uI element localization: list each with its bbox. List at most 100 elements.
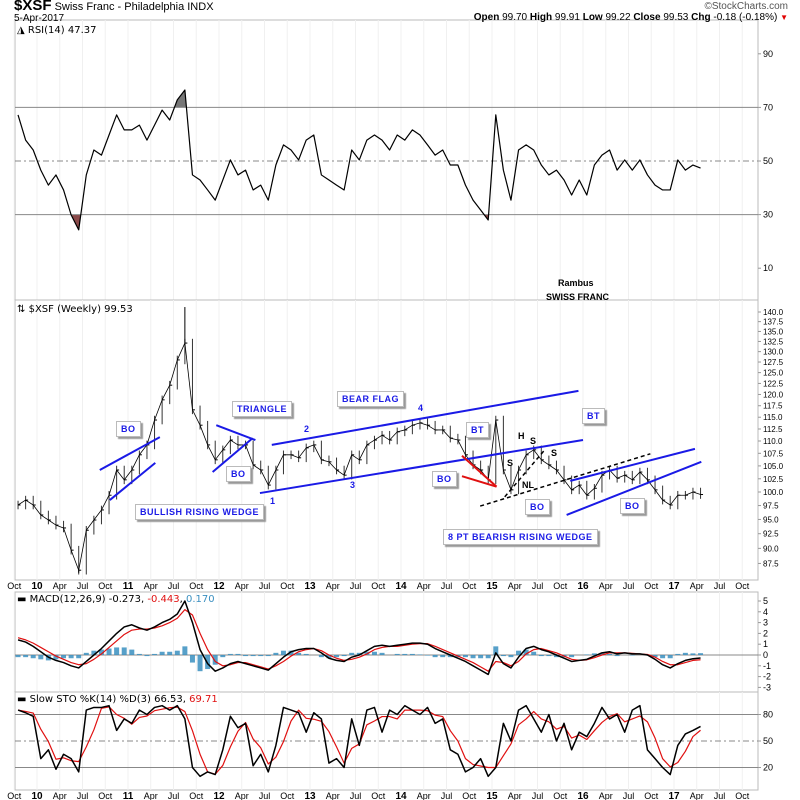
y-tick-label: 90 xyxy=(763,49,773,59)
price-line xyxy=(17,342,701,571)
macd-histogram-bar xyxy=(478,655,484,659)
y-tick-label: 5 xyxy=(763,596,768,606)
y-tick-label: 50 xyxy=(763,156,773,166)
macd-histogram-bar xyxy=(258,655,264,657)
x-tick-label: Oct xyxy=(553,581,568,591)
macd-histogram-bar xyxy=(136,653,142,655)
x-tick-label: Oct xyxy=(371,791,386,800)
sto-line-swatch-icon: ▬ xyxy=(17,694,27,705)
subject-label: SWISS FRANC xyxy=(546,292,609,302)
x-tick-label: 13 xyxy=(304,581,316,592)
rsi-panel-frame xyxy=(14,19,759,301)
x-tick-label: 10 xyxy=(31,791,43,800)
x-tick-label: 16 xyxy=(577,791,589,800)
y-tick-label: 117.5 xyxy=(763,402,783,411)
annotation-bullish-wedge: BULLISH RISING WEDGE xyxy=(135,504,265,520)
sto-legend-name: Slow STO %K(14) %D(3) xyxy=(29,694,151,705)
trendline xyxy=(461,455,498,488)
x-tick-label: Apr xyxy=(599,791,613,800)
macd-histogram-bar xyxy=(76,655,82,659)
macd-panel-frame xyxy=(14,591,759,693)
price-legend: ⇅ $XSF (Weekly) 99.53 xyxy=(17,304,133,316)
annotation-bear-flag: BEAR FLAG xyxy=(337,391,404,407)
sto-k-line xyxy=(17,704,701,778)
macd-histogram-bar xyxy=(280,650,286,655)
rsi-line xyxy=(17,89,701,231)
y-tick-label: 70 xyxy=(763,102,773,112)
x-tick-label: Jul xyxy=(77,581,89,591)
y-tick-label: 127.5 xyxy=(763,358,784,367)
macd-histogram-bar xyxy=(174,650,180,655)
macd-histogram-bar xyxy=(447,655,453,658)
macd-histogram-bar xyxy=(182,646,188,655)
macd-histogram-bar xyxy=(250,655,256,657)
x-tick-label: Jul xyxy=(623,581,635,591)
pattern-label-shoulder: S xyxy=(551,448,558,458)
macd-histogram-bar xyxy=(379,652,385,655)
macd-histogram-bar xyxy=(288,650,294,655)
x-tick-label: 10 xyxy=(31,581,43,592)
macd-histogram-bar xyxy=(121,647,127,655)
y-tick-label: -2 xyxy=(763,672,771,682)
macd-histogram-bar xyxy=(38,655,44,660)
macd-histogram-bar xyxy=(15,655,21,658)
x-tick-label: Oct xyxy=(280,791,295,800)
x-tick-label: Oct xyxy=(7,581,22,591)
chg-value: -0.18 (-0.18%) xyxy=(713,12,778,23)
sto-d-value: 69.71 xyxy=(189,694,218,705)
macd-histogram-bar xyxy=(690,653,696,655)
chart-title: $XSF Swiss Franc - Philadelphia INDX xyxy=(14,0,214,14)
macd-histogram-bar xyxy=(197,655,203,672)
macd-histogram-bar xyxy=(296,652,302,655)
macd-legend-name: MACD(12,26,9) xyxy=(29,594,106,605)
macd-histogram-bar xyxy=(682,652,688,655)
rsi-icon: ◮ xyxy=(17,25,25,36)
y-tick-label: 90.0 xyxy=(763,544,779,553)
x-tick-label: Jul xyxy=(259,581,271,591)
x-tick-label: Apr xyxy=(53,791,67,800)
macd-histogram-bar xyxy=(53,655,59,660)
macd-histogram-bar xyxy=(144,655,150,657)
macd-histogram-bar xyxy=(569,655,575,658)
macd-histogram-bar xyxy=(235,653,241,655)
macd-histogram-bar xyxy=(341,655,347,657)
wave-label-1: 1 xyxy=(270,496,276,506)
quote-summary: Open 99.70 High 99.91 Low 99.22 Close 99… xyxy=(474,12,788,23)
macd-histogram-bar xyxy=(349,652,355,655)
x-tick-label: Jul xyxy=(441,581,453,591)
macd-histogram-bar xyxy=(462,655,468,658)
macd-histogram-bar xyxy=(493,646,499,655)
x-tick-label: Jul xyxy=(532,791,544,800)
macd-histogram-bar xyxy=(417,654,423,655)
close-label: Close xyxy=(633,12,661,23)
macd-histogram-bar xyxy=(356,652,362,655)
high-label: High xyxy=(529,12,553,23)
x-tick-label: 12 xyxy=(213,581,225,592)
high-value: 99.91 xyxy=(554,12,580,23)
macd-histogram-bar xyxy=(508,655,514,658)
macd-histogram-bar xyxy=(614,655,620,657)
macd-histogram-bar xyxy=(652,655,658,658)
chart-date: 5-Apr-2017 xyxy=(14,13,65,24)
macd-histogram-bar xyxy=(114,647,120,655)
y-tick-label: 20 xyxy=(763,762,773,772)
macd-line xyxy=(17,600,701,676)
y-tick-label: 115.0 xyxy=(763,413,783,422)
x-tick-label: Apr xyxy=(508,581,522,591)
x-tick-label: Apr xyxy=(690,581,704,591)
x-tick-label: Oct xyxy=(735,581,750,591)
symbol: $XSF xyxy=(14,0,52,14)
macd-histogram-bar xyxy=(220,655,226,658)
low-label: Low xyxy=(582,12,603,23)
macd-histogram-bar xyxy=(265,655,271,657)
annotation-bt: BT xyxy=(582,408,605,424)
macd-histogram-bar xyxy=(584,654,590,655)
x-tick-label: Apr xyxy=(53,581,67,591)
macd-histogram-bar xyxy=(394,653,400,655)
macd-legend: ▬ MACD(12,26,9) -0.273, -0.443, 0.170 xyxy=(17,594,215,605)
y-tick-label: 0 xyxy=(763,650,768,660)
macd-histogram-bar xyxy=(440,655,446,658)
macd-histogram-bar xyxy=(553,655,559,658)
y-tick-label: 10 xyxy=(763,263,773,273)
x-tick-label: 13 xyxy=(304,791,316,800)
